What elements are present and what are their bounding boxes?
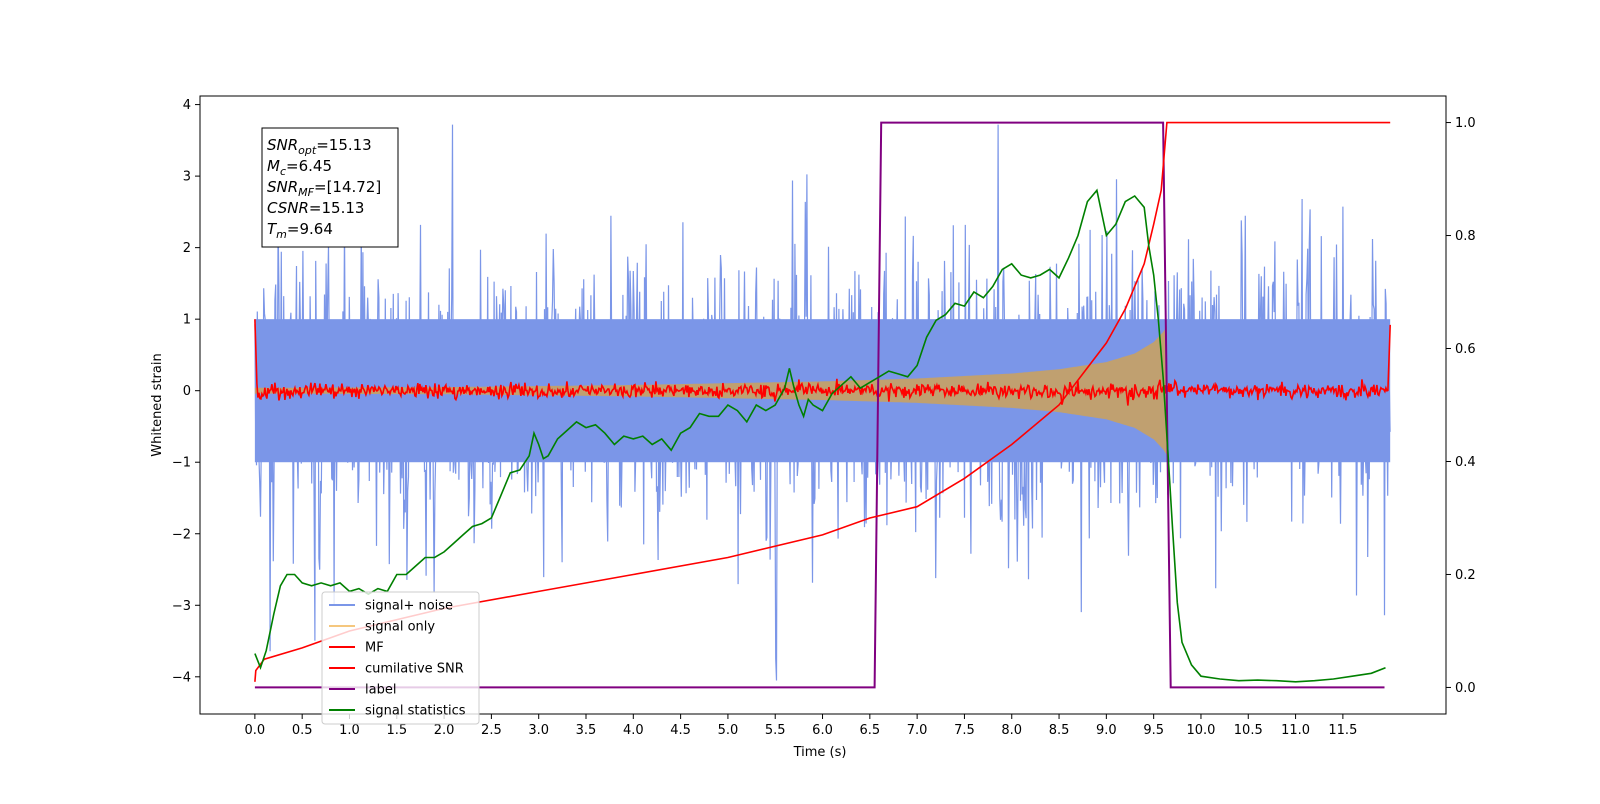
x-tick-label: 5.5 — [765, 723, 786, 738]
y-tick-label: −1 — [172, 456, 191, 471]
legend-entry: cumilative SNR — [365, 662, 464, 677]
legend-entry: label — [365, 683, 396, 698]
x-tick-label: 7.5 — [954, 723, 975, 738]
y-axis-left: −4 −3 −2 −1 0 1 2 3 4 — [172, 98, 200, 685]
info-line: Mc=6.45 — [267, 157, 332, 178]
y-tick-label: 0 — [183, 384, 191, 399]
info-line: Tm=9.64 — [267, 220, 333, 241]
x-tick-label: 4.5 — [670, 723, 691, 738]
x-tick-label: 3.5 — [576, 723, 597, 738]
mf-layer — [254, 319, 1391, 406]
y-tick-label: 4 — [183, 98, 191, 113]
y-tick-label: −3 — [172, 599, 191, 614]
y-axis-label: Whitened strain — [150, 353, 165, 456]
legend: signal+ noise signal only MF cumilative SNR… — [321, 591, 480, 725]
y-tick-label: −2 — [172, 527, 191, 542]
x-tick-label: 3.0 — [528, 723, 549, 738]
x-tick-label: 6.5 — [859, 723, 880, 738]
signal-statistics-series — [254, 188, 1386, 683]
legend-frame — [321, 591, 480, 725]
y2-tick-label: 0.6 — [1455, 342, 1476, 357]
x-tick-label: 8.0 — [1001, 723, 1022, 738]
y-axis-right: 0.0 0.2 0.4 0.6 0.8 1.0 — [1446, 116, 1476, 696]
x-axis-label: Time (s) — [793, 745, 847, 760]
x-tick-label: 0.5 — [292, 723, 313, 738]
y2-tick-label: 1.0 — [1455, 116, 1476, 131]
x-tick-label: 9.5 — [1143, 723, 1164, 738]
info-box-frame — [261, 127, 399, 248]
y2-tick-label: 0.8 — [1455, 229, 1476, 244]
x-tick-label: 10.0 — [1186, 723, 1215, 738]
y-tick-label: 2 — [183, 241, 191, 256]
y-tick-label: 3 — [183, 170, 191, 185]
legend-entry: signal statistics — [365, 704, 466, 719]
x-tick-label: 11.0 — [1281, 723, 1310, 738]
x-tick-label: 0.0 — [245, 723, 266, 738]
legend-entry: MF — [365, 641, 384, 656]
x-tick-label: 5.0 — [718, 723, 739, 738]
label-series — [254, 121, 1385, 689]
info-line: CSNR=15.13 — [267, 199, 364, 217]
x-tick-label: 10.5 — [1234, 723, 1263, 738]
y2-tick-label: 0.0 — [1455, 681, 1476, 696]
x-tick-label: 7.0 — [907, 723, 928, 738]
x-tick-label: 6.0 — [812, 723, 833, 738]
y-tick-label: 1 — [183, 313, 191, 328]
x-tick-label: 1.0 — [339, 723, 360, 738]
info-line: SNRMF=[14.72] — [267, 178, 381, 199]
legend-entry: signal+ noise — [365, 599, 453, 614]
x-axis: 0.0 0.5 1.0 1.5 2.0 2.5 3.0 3.5 4.0 4.5 5.0 5.5 6.0 6… — [245, 714, 1357, 738]
info-box: SNRopt=15.13Mc=6.45SNRMF=[14.72]CSNR=15.… — [261, 127, 399, 248]
x-tick-label: 4.0 — [623, 723, 644, 738]
x-tick-label: 2.0 — [434, 723, 455, 738]
y-tick-label: −4 — [172, 670, 191, 685]
x-tick-label: 1.5 — [386, 723, 407, 738]
x-tick-label: 8.5 — [1049, 723, 1070, 738]
mf-series — [254, 319, 1391, 406]
y2-tick-label: 0.2 — [1455, 568, 1476, 583]
x-tick-label: 2.5 — [481, 723, 502, 738]
info-line: SNRopt=15.13 — [267, 136, 372, 157]
y2-tick-label: 0.4 — [1455, 455, 1476, 470]
x-tick-label: 11.5 — [1328, 723, 1357, 738]
legend-entry: signal only — [365, 620, 435, 635]
x-tick-label: 9.0 — [1096, 723, 1117, 738]
